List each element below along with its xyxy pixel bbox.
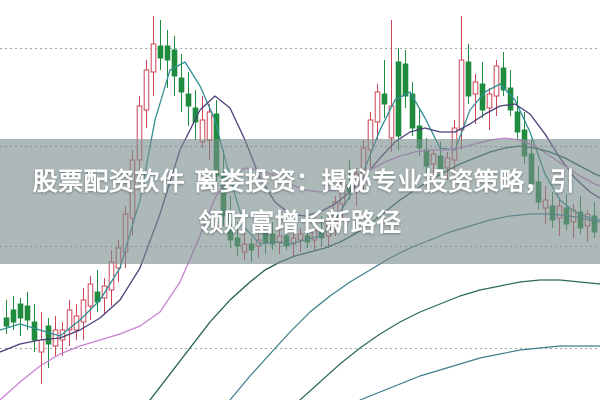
candle-body [339, 181, 346, 205]
candle-body [206, 111, 213, 141]
candle-body [136, 105, 143, 161]
candle-body [283, 235, 290, 247]
candle-body [24, 305, 31, 321]
candle-body [45, 325, 52, 345]
candle-body [31, 321, 38, 341]
candle-body [164, 45, 171, 61]
ma-line-ma-base [359, 345, 600, 400]
candle-body [486, 93, 493, 109]
candle-body [556, 205, 563, 219]
candle-body [185, 93, 192, 107]
candle-body [227, 213, 234, 241]
candle-body [430, 153, 437, 165]
candle-body [178, 77, 185, 93]
candle-body [458, 59, 465, 131]
candle-body [143, 69, 150, 111]
candle-body [157, 45, 164, 59]
candle-body [248, 243, 255, 251]
candle-body [108, 261, 115, 291]
candle-body [129, 159, 136, 219]
candle-body [276, 235, 283, 243]
candle-body [381, 93, 388, 105]
candle-body [465, 61, 472, 97]
candle-body [150, 43, 157, 73]
candle-body [59, 329, 66, 341]
candle-body [171, 49, 178, 77]
candle-body [17, 303, 24, 319]
candle-body [437, 155, 444, 171]
candle-body [234, 237, 241, 247]
candle-body [241, 243, 248, 253]
candle-body [80, 299, 87, 323]
candle-body [297, 233, 304, 241]
candle-body [367, 119, 374, 151]
candle-body [220, 173, 227, 217]
candle-body [122, 213, 129, 253]
candle-body [10, 309, 17, 323]
candle-body [451, 127, 458, 161]
candle-body [444, 157, 451, 169]
candle-body [66, 309, 73, 331]
candle-body [500, 67, 507, 91]
candle-body [199, 119, 206, 143]
candle-body [38, 339, 45, 353]
candle-body [374, 91, 381, 123]
candle-body [423, 149, 430, 167]
candle-body [535, 181, 542, 203]
candle-body [3, 317, 10, 327]
candle-body [472, 81, 479, 95]
candle-body [262, 231, 269, 243]
candle-body [87, 283, 94, 307]
candle-body [542, 199, 549, 209]
ma-line-ma-deep [299, 279, 600, 400]
candle-body [507, 87, 514, 111]
candle-body [549, 205, 556, 221]
candle-body [528, 153, 535, 185]
candle-body [493, 65, 500, 97]
candle-body [115, 247, 122, 269]
candle-body [514, 111, 521, 133]
candle-body [409, 93, 416, 129]
candle-body [402, 63, 409, 97]
